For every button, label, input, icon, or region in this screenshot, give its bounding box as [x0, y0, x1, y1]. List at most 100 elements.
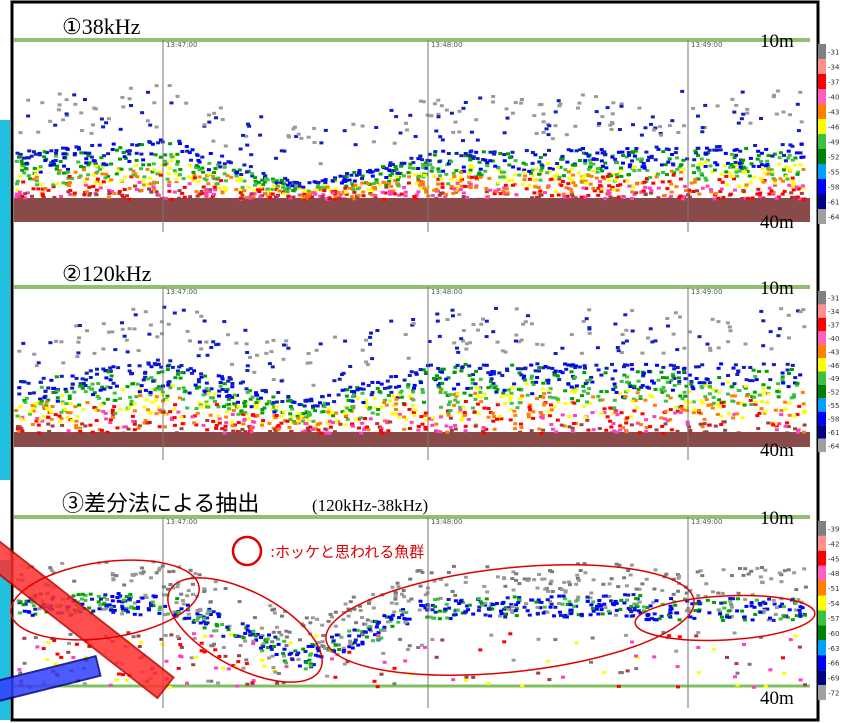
echo-cell [316, 423, 320, 426]
echo-cell [368, 628, 372, 631]
echo-cell [170, 159, 174, 162]
echo-cell [227, 667, 231, 670]
echo-cell [621, 342, 625, 345]
echo-cell [730, 153, 734, 156]
echo-cell [501, 602, 505, 605]
echo-cell [56, 653, 60, 656]
echo-cell [659, 416, 663, 419]
echo-cell [420, 571, 424, 574]
echo-cell [350, 195, 354, 198]
echo-cell [492, 415, 496, 418]
echo-cell [664, 573, 668, 576]
echo-cell [459, 370, 463, 373]
echo-cell [265, 403, 269, 406]
echo-cell [63, 408, 67, 411]
echo-cell [373, 194, 377, 197]
time-label: 13:48:00 [431, 288, 462, 296]
echo-cell [566, 383, 570, 386]
echo-cell [743, 385, 747, 388]
echo-cell [134, 313, 138, 316]
scale-swatch [818, 179, 826, 194]
echo-cell [542, 392, 546, 395]
echo-cell [436, 598, 440, 601]
echo-cell [49, 164, 53, 167]
echo-cell [209, 414, 213, 417]
echo-cell [145, 398, 149, 401]
echo-cell [774, 613, 778, 616]
echo-cell [546, 660, 550, 663]
echo-cell [148, 124, 152, 127]
echo-cell [737, 389, 741, 392]
echo-cell [285, 665, 289, 668]
echo-cell [743, 618, 747, 621]
echo-cell [242, 189, 246, 192]
echo-cell [711, 318, 715, 321]
echo-cell [87, 186, 91, 189]
scale-label: -61 [828, 429, 839, 437]
panel-title: ②120kHz [62, 261, 152, 286]
echo-cell [312, 384, 316, 387]
echo-cell [459, 600, 463, 603]
echo-cell [353, 184, 357, 187]
echo-cell [213, 186, 217, 189]
echo-cell [506, 596, 510, 599]
echo-cell [366, 619, 370, 622]
echo-cell [542, 402, 546, 405]
echo-cell [290, 184, 294, 187]
echo-cell [424, 161, 428, 164]
echo-cell [365, 426, 369, 429]
echo-cell [465, 676, 469, 679]
echo-cell [104, 376, 108, 379]
echo-cell [503, 131, 507, 134]
echo-cell [496, 341, 500, 344]
echo-cell [758, 192, 762, 195]
echo-cell [168, 583, 172, 586]
echo-cell [97, 409, 101, 412]
echo-cell [121, 388, 125, 391]
echo-cell [433, 102, 437, 105]
echo-cell [206, 680, 210, 683]
echo-cell [574, 364, 578, 367]
echo-cell [508, 156, 512, 159]
echo-cell [199, 347, 203, 350]
echo-cell [371, 391, 375, 394]
echo-cell [784, 408, 788, 411]
echo-cell [606, 415, 610, 418]
echo-cell [738, 150, 742, 153]
echo-cell [506, 117, 510, 120]
echo-cell [176, 585, 180, 588]
echo-cell [621, 162, 625, 165]
echo-cell [166, 395, 170, 398]
echo-cell [714, 192, 718, 195]
echo-cell [451, 192, 455, 195]
echo-cell [774, 409, 778, 412]
echo-cell [376, 413, 380, 416]
echo-cell [109, 378, 113, 381]
echo-cell [546, 382, 550, 385]
echo-cell [782, 605, 786, 608]
echo-cell [506, 608, 510, 611]
echo-cell [479, 396, 483, 399]
echo-cell [219, 106, 223, 109]
echo-cell [586, 429, 590, 432]
echo-cell [799, 156, 803, 159]
echo-cell [489, 634, 493, 637]
echo-cell [54, 159, 58, 162]
echo-cell [98, 604, 102, 607]
echo-cell [594, 364, 598, 367]
echo-cell [505, 369, 509, 372]
echo-cell [413, 384, 417, 387]
echo-cell [760, 400, 764, 403]
echo-cell [500, 612, 504, 615]
echo-cell [223, 188, 227, 191]
echo-cell [524, 602, 528, 605]
echo-cell [353, 629, 357, 632]
echo-cell [276, 391, 280, 394]
echo-cell [217, 615, 221, 618]
echo-cell [568, 583, 572, 586]
echo-cell [206, 392, 210, 395]
echo-cell [230, 363, 234, 366]
echo-cell [223, 166, 227, 169]
echo-cell [726, 321, 730, 324]
echo-cell [38, 153, 42, 156]
